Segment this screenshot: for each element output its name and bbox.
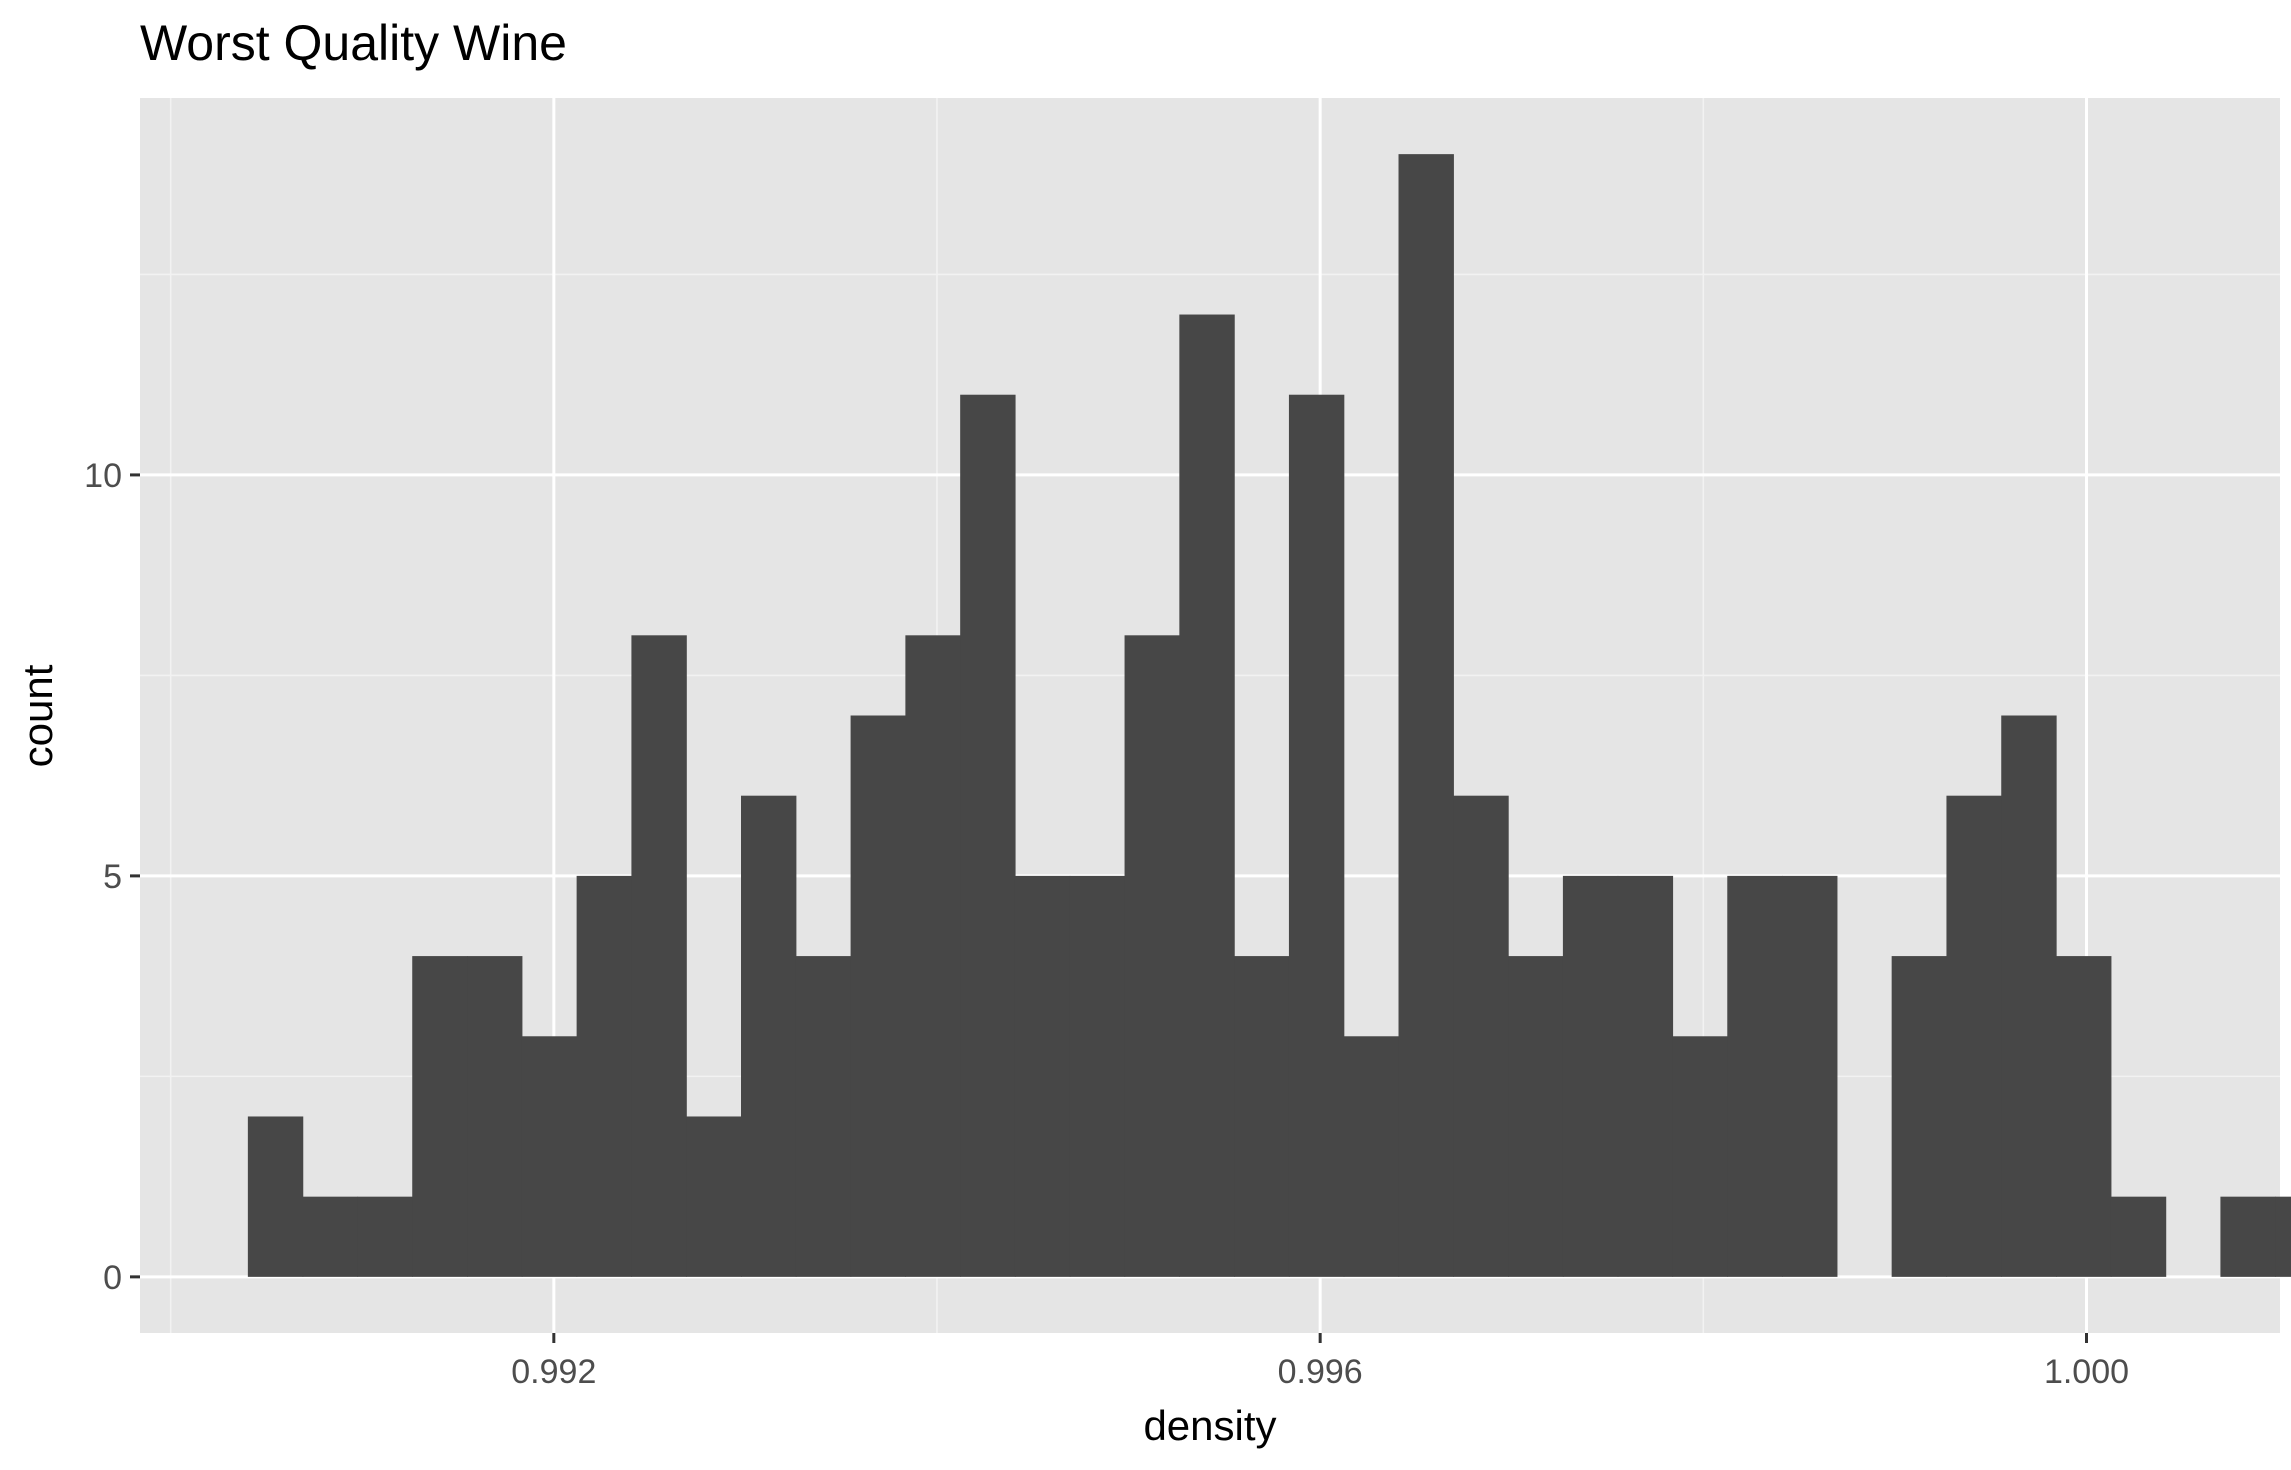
chart-title: Worst Quality Wine	[140, 15, 567, 71]
histogram-bar-9	[741, 795, 797, 1277]
y-axis-title: count	[14, 664, 61, 767]
histogram-bar-5	[521, 1036, 578, 1277]
histogram-bar-26	[1672, 1036, 1728, 1277]
bars	[247, 154, 2291, 1277]
histogram-bar-28	[1782, 875, 1838, 1277]
histogram-bar-22	[1453, 795, 1509, 1277]
histogram-bar-31	[1946, 795, 2002, 1277]
histogram-bar-23	[1508, 956, 1564, 1277]
y-tick-label-1: 5	[103, 858, 122, 896]
histogram-bar-25	[1617, 875, 1674, 1277]
histogram-bar-7	[631, 635, 687, 1277]
histogram-bar-10	[795, 956, 852, 1277]
histogram-bar-12	[905, 635, 961, 1277]
histogram-bar-19	[1288, 394, 1345, 1277]
histogram-bar-21	[1398, 154, 1454, 1277]
histogram-bar-14	[1014, 875, 1071, 1277]
histogram-bar-37	[2275, 1196, 2291, 1277]
histogram-bar-6	[576, 875, 633, 1277]
histogram-bar-0	[247, 1116, 304, 1277]
histogram-bar-18	[1234, 956, 1290, 1277]
histogram-bar-24	[1562, 875, 1619, 1277]
histogram-bar-34	[2110, 1196, 2167, 1277]
histogram-bar-15	[1069, 875, 1126, 1277]
histogram-bar-3	[412, 956, 468, 1277]
histogram-bar-16	[1124, 635, 1180, 1277]
histogram-bar-2	[357, 1196, 413, 1277]
x-tick-label-0: 0.992	[511, 1353, 596, 1391]
x-tick-label-1: 0.996	[1278, 1353, 1363, 1391]
histogram-bar-20	[1343, 1036, 1400, 1277]
histogram-bar-17	[1179, 314, 1235, 1277]
histogram-bar-4	[467, 956, 523, 1277]
histogram-bar-32	[2001, 715, 2057, 1277]
histogram-bar-11	[850, 715, 906, 1277]
x-tick-label-2: 1.000	[2044, 1353, 2129, 1391]
x-axis: 0.992 0.996 1.000	[511, 1333, 2129, 1391]
histogram-bar-8	[686, 1116, 742, 1277]
y-axis: 0 5 10	[84, 457, 140, 1297]
histogram-bar-13	[960, 394, 1016, 1277]
histogram-bar-30	[1891, 956, 1948, 1277]
histogram-bar-33	[2056, 956, 2112, 1277]
histogram-bar-1	[302, 1196, 359, 1277]
x-axis-title: density	[1143, 1402, 1276, 1449]
histogram-bar-27	[1727, 875, 1783, 1277]
y-tick-label-0: 0	[103, 1259, 122, 1297]
histogram-bar-36	[2220, 1196, 2276, 1277]
y-tick-label-2: 10	[84, 457, 122, 495]
